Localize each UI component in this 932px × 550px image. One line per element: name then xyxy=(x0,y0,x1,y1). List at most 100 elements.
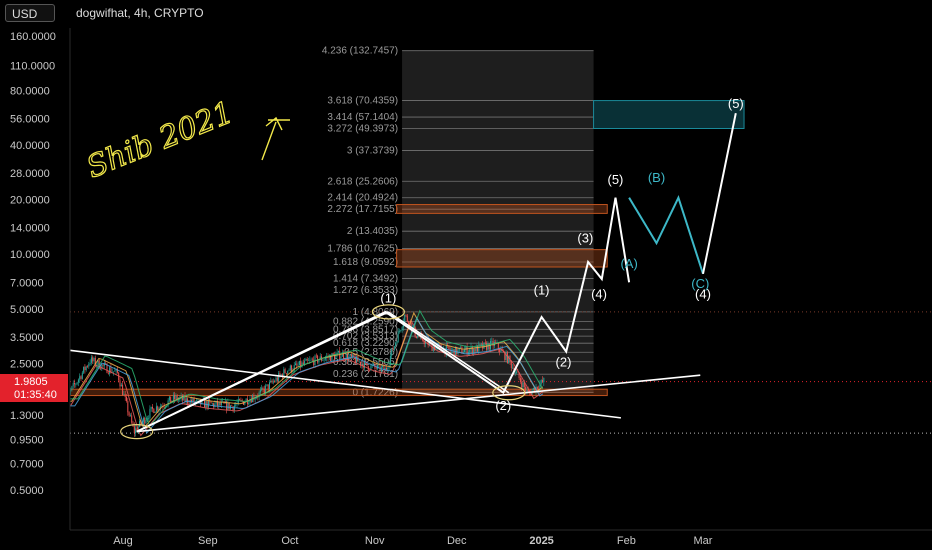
candle-body xyxy=(288,370,290,371)
candle-body xyxy=(302,362,304,364)
y-tick-label: 20.0000 xyxy=(10,195,50,207)
pivot-circles xyxy=(120,304,526,440)
x-axis[interactable]: Aug Sep Oct Nov Dec 2025 Feb Mar xyxy=(0,529,932,550)
candle-body xyxy=(184,395,186,402)
candle-body xyxy=(217,400,219,406)
candle-body xyxy=(477,345,479,352)
candle-body xyxy=(218,402,220,406)
candle-body xyxy=(72,383,74,387)
y-axis-background xyxy=(0,0,70,550)
candle-body xyxy=(310,359,312,361)
candle-body xyxy=(100,368,102,370)
y-tick-label: 0.7000 xyxy=(10,459,44,471)
candle-body xyxy=(128,412,130,416)
candle-body xyxy=(109,367,111,374)
candle-body xyxy=(163,406,165,408)
candle-body xyxy=(396,342,398,343)
candle-body xyxy=(285,373,287,374)
candle-body xyxy=(283,369,285,378)
candle-body xyxy=(266,384,268,386)
candle-body xyxy=(404,315,406,323)
wave-labels: (1) (2) (1) (2) (3) (4) (5) (4) (5) (A) (B) (C) xyxy=(380,96,743,413)
candle-body xyxy=(332,353,334,355)
candle-body xyxy=(219,402,221,406)
candle-body xyxy=(124,394,126,398)
candle-body xyxy=(514,372,516,374)
candle-body xyxy=(161,405,163,407)
candle-body xyxy=(159,406,161,409)
candle-body xyxy=(185,398,187,402)
candle-body xyxy=(509,355,511,362)
candle-body xyxy=(144,417,146,424)
candle-body xyxy=(499,348,501,352)
candle-body xyxy=(439,344,441,346)
candle-body xyxy=(289,365,291,371)
candle-body xyxy=(231,405,233,407)
candle-body xyxy=(70,389,72,392)
candle-body xyxy=(120,384,122,387)
wave-label: (2) xyxy=(556,355,572,370)
candle-body xyxy=(405,315,407,316)
candle-body xyxy=(349,354,351,357)
candle-body xyxy=(284,369,286,374)
candle-body xyxy=(97,360,99,365)
candle-body xyxy=(517,371,519,373)
correction-label: (B) xyxy=(648,170,665,185)
y-tick-label: 28.0000 xyxy=(10,168,50,180)
candle-body xyxy=(401,327,403,331)
candle-body xyxy=(444,348,446,355)
candle-body xyxy=(227,402,229,410)
y-tick-label: 1.3000 xyxy=(10,410,44,422)
candle-body xyxy=(471,346,473,354)
candle-body xyxy=(527,389,529,392)
fib-level-label: 3.272 (49.3973) xyxy=(327,124,398,135)
candle-body xyxy=(274,381,276,383)
candle-body xyxy=(154,411,156,413)
candle-body xyxy=(81,372,83,379)
handwritten-arrow xyxy=(261,116,290,161)
candle-body xyxy=(345,353,347,360)
zone-1618 xyxy=(396,249,608,268)
candle-body xyxy=(176,395,178,401)
candle-body xyxy=(204,399,206,408)
candle-body xyxy=(249,399,251,404)
fib-level-label: 2 (13.4035) xyxy=(347,226,398,237)
pivot-ellipse xyxy=(371,304,405,320)
candle-body xyxy=(263,388,265,393)
target-zone xyxy=(593,100,745,130)
candle-body xyxy=(201,399,203,405)
candle-body xyxy=(305,359,307,361)
pivot-ellipse xyxy=(492,385,526,401)
fib-level-label: 2.414 (20.4924) xyxy=(327,193,398,204)
candle-body xyxy=(512,367,514,369)
current-price-value: 1.9805 xyxy=(14,376,48,388)
candle-body xyxy=(83,366,85,373)
candle-body xyxy=(334,354,336,360)
candle-body xyxy=(248,403,250,405)
candle-body xyxy=(89,362,91,364)
fib-level-label: 0.5 (2.8786) xyxy=(344,347,398,358)
candle-body xyxy=(196,399,198,402)
candle-body xyxy=(539,383,541,390)
candle-body xyxy=(259,390,261,393)
impulse-wave-path xyxy=(136,197,631,433)
candle-body xyxy=(478,344,480,352)
candle-body xyxy=(387,368,389,370)
y-axis[interactable]: 160.0000 110.0000 80.0000 56.0000 40.0000 28.… xyxy=(0,0,71,550)
candle-body xyxy=(336,352,338,355)
candle-body xyxy=(519,378,521,382)
wave-label: (4) xyxy=(591,286,607,301)
fib-level-label: 2.272 (17.7155) xyxy=(327,204,398,215)
trendline xyxy=(38,345,622,419)
currency-selector[interactable]: USD xyxy=(5,4,55,22)
wave-label: (2) xyxy=(495,398,511,413)
candle-body xyxy=(74,383,76,385)
candle-body xyxy=(523,382,525,388)
candle-body xyxy=(373,363,375,366)
candle-body xyxy=(306,359,308,361)
y-tick-label: 7.0000 xyxy=(10,277,44,289)
candle-body xyxy=(469,349,471,353)
candle-body xyxy=(142,417,144,422)
candle-body xyxy=(250,399,252,403)
